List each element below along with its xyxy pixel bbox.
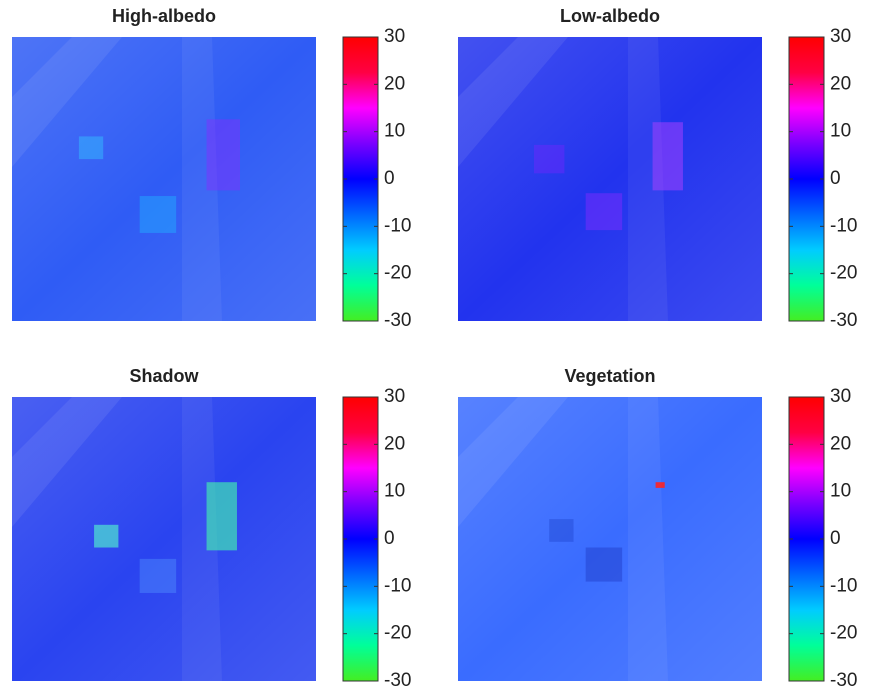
colorbar-tick-label: -10 (384, 575, 411, 596)
image-feature (534, 144, 565, 174)
colorbar-tick-label: -20 (384, 623, 411, 644)
colorbar-tick-label: 30 (830, 386, 851, 407)
colorbar-tick-label: -10 (830, 575, 857, 596)
colorbar-tick-label: -30 (830, 670, 857, 691)
image-feature (652, 122, 683, 191)
colorbar-tick-label: 30 (384, 26, 405, 47)
colorbar-tick-label: 10 (830, 121, 851, 142)
colorbar-tick-label: 10 (830, 481, 851, 502)
image-feature (585, 547, 623, 582)
road-band (458, 37, 568, 167)
image-feature (78, 136, 104, 160)
colorbar-tick-label: -30 (384, 310, 411, 331)
image-feature (206, 482, 237, 551)
colorbar-tick-label: 10 (384, 481, 405, 502)
image-feature (206, 119, 240, 191)
colorbar (788, 36, 825, 322)
road-band (182, 397, 222, 681)
image-feature (94, 524, 119, 548)
colorbar (342, 396, 379, 682)
road-band (628, 397, 668, 681)
image-shading (12, 37, 316, 321)
road-band (458, 397, 568, 527)
chart-title: Low-albedo (560, 6, 660, 26)
image-shading (458, 397, 762, 681)
image-feature (139, 558, 177, 593)
image-shading (12, 397, 316, 681)
image-feature (549, 519, 574, 542)
colorbar-tick-label: -10 (830, 215, 857, 236)
colorbar-tick-label: 30 (830, 26, 851, 47)
colorbar-tick-label: -10 (384, 215, 411, 236)
road-band (628, 37, 668, 321)
image-feature (585, 193, 623, 231)
colorbar-tick-label: 20 (830, 73, 851, 94)
colorbar-tick-label: 0 (384, 168, 395, 189)
colorbar-tick-label: 0 (830, 168, 841, 189)
colorbar-tick-label: 0 (830, 528, 841, 549)
colorbar-tick-label: -30 (384, 670, 411, 691)
road-band (182, 37, 222, 321)
colorbar-tick-label: -20 (384, 263, 411, 284)
colorbar-tick-label: 10 (384, 121, 405, 142)
colorbar-tick-label: 0 (384, 528, 395, 549)
colorbar-tick-label: 20 (384, 73, 405, 94)
colorbar-tick-label: 30 (384, 386, 405, 407)
colorbar-tick-label: 20 (384, 433, 405, 454)
colorbar-tick-label: -30 (830, 310, 857, 331)
road-band (12, 397, 122, 527)
image-feature (139, 196, 177, 233)
colorbar (342, 36, 379, 322)
chart-title: Shadow (129, 366, 199, 386)
chart-title: Vegetation (564, 366, 655, 386)
image-feature (655, 482, 665, 488)
image-shading (458, 37, 762, 321)
colorbar-tick-label: -20 (830, 263, 857, 284)
colorbar-tick-label: -20 (830, 623, 857, 644)
colorbar-tick-label: 20 (830, 433, 851, 454)
chart-title: High-albedo (112, 6, 216, 26)
road-band (12, 37, 122, 167)
colorbar (788, 396, 825, 682)
